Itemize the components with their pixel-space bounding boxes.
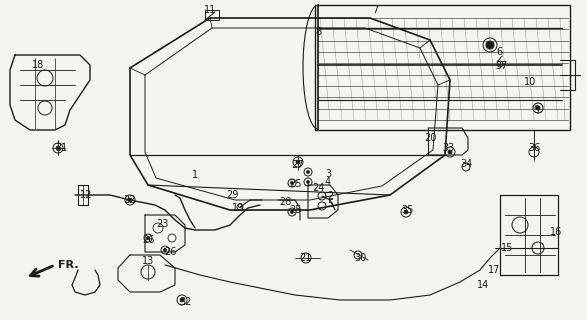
Text: 14: 14 [477,280,489,290]
Text: 5: 5 [327,199,333,209]
Text: 18: 18 [32,60,44,70]
Text: 25: 25 [290,179,302,189]
Text: 33: 33 [442,143,454,153]
Text: 20: 20 [424,133,436,143]
Text: 27: 27 [292,160,304,170]
Text: 16: 16 [550,227,562,237]
Text: 22: 22 [124,195,136,205]
Circle shape [486,41,494,49]
Text: 23: 23 [156,219,168,229]
Text: 31: 31 [55,143,67,153]
Circle shape [164,249,167,252]
Text: 2: 2 [327,191,333,201]
Text: 3: 3 [325,169,331,179]
Text: 15: 15 [501,243,513,253]
Circle shape [128,198,132,202]
Text: 10: 10 [524,77,536,87]
Bar [78,185,88,205]
Text: 9: 9 [533,105,539,115]
Circle shape [448,150,452,154]
Text: 36: 36 [528,143,540,153]
Circle shape [291,181,294,185]
Text: 19: 19 [232,203,244,213]
Circle shape [306,180,309,183]
Circle shape [180,298,184,302]
Text: 34: 34 [460,159,472,169]
Text: 32: 32 [179,297,191,307]
Circle shape [147,236,150,239]
Text: 7: 7 [372,5,378,15]
Text: 25: 25 [290,205,302,215]
Bar [205,10,219,20]
Circle shape [404,210,408,214]
Text: 4: 4 [325,177,331,187]
Text: 11: 11 [204,5,216,15]
Text: 37: 37 [496,61,508,71]
Text: 12: 12 [80,190,92,200]
Circle shape [291,211,294,213]
Text: 1: 1 [192,170,198,180]
Text: 17: 17 [488,265,500,275]
Text: 30: 30 [354,253,366,263]
Text: 26: 26 [164,247,176,257]
Text: 29: 29 [226,190,238,200]
Circle shape [296,160,300,164]
Text: 6: 6 [496,47,502,57]
Text: 26: 26 [142,235,154,245]
Text: FR.: FR. [58,260,79,270]
Text: 13: 13 [142,256,154,266]
Text: 28: 28 [279,197,291,207]
Text: 21: 21 [299,253,311,263]
Circle shape [56,146,60,150]
Text: 24: 24 [312,183,324,193]
Text: 8: 8 [315,27,321,37]
Text: 35: 35 [402,205,414,215]
Circle shape [536,106,540,110]
Circle shape [306,171,309,173]
